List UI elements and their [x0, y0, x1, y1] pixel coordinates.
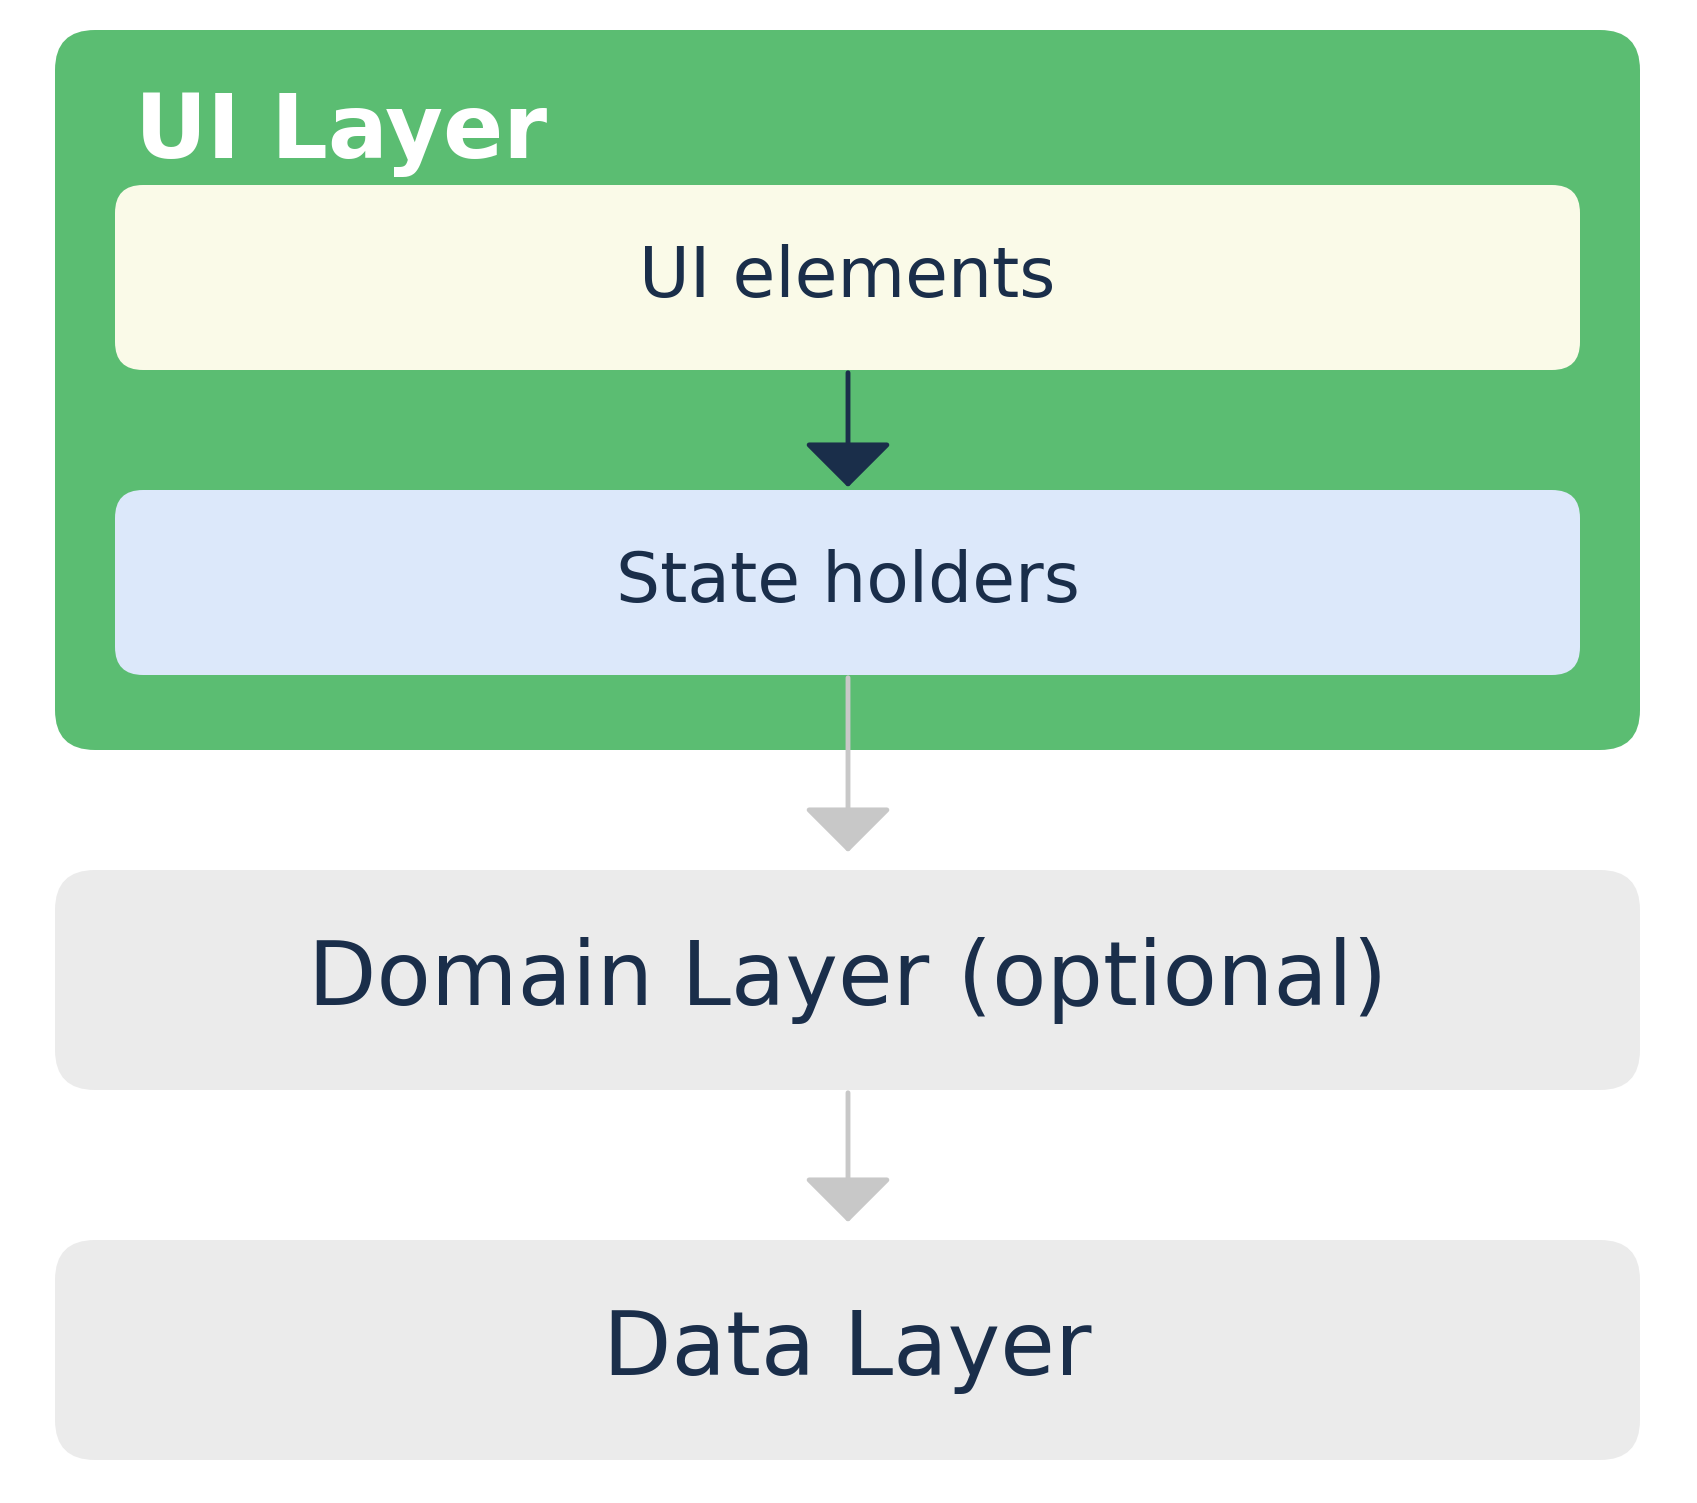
FancyBboxPatch shape: [54, 870, 1639, 1090]
Text: UI elements: UI elements: [640, 243, 1056, 311]
FancyBboxPatch shape: [115, 185, 1580, 370]
FancyBboxPatch shape: [115, 490, 1580, 675]
FancyBboxPatch shape: [54, 1240, 1639, 1459]
Text: State holders: State holders: [616, 549, 1079, 616]
Text: UI Layer: UI Layer: [136, 90, 546, 177]
Text: Data Layer: Data Layer: [602, 1306, 1091, 1393]
Text: Domain Layer (optional): Domain Layer (optional): [307, 936, 1386, 1024]
FancyBboxPatch shape: [54, 30, 1639, 750]
